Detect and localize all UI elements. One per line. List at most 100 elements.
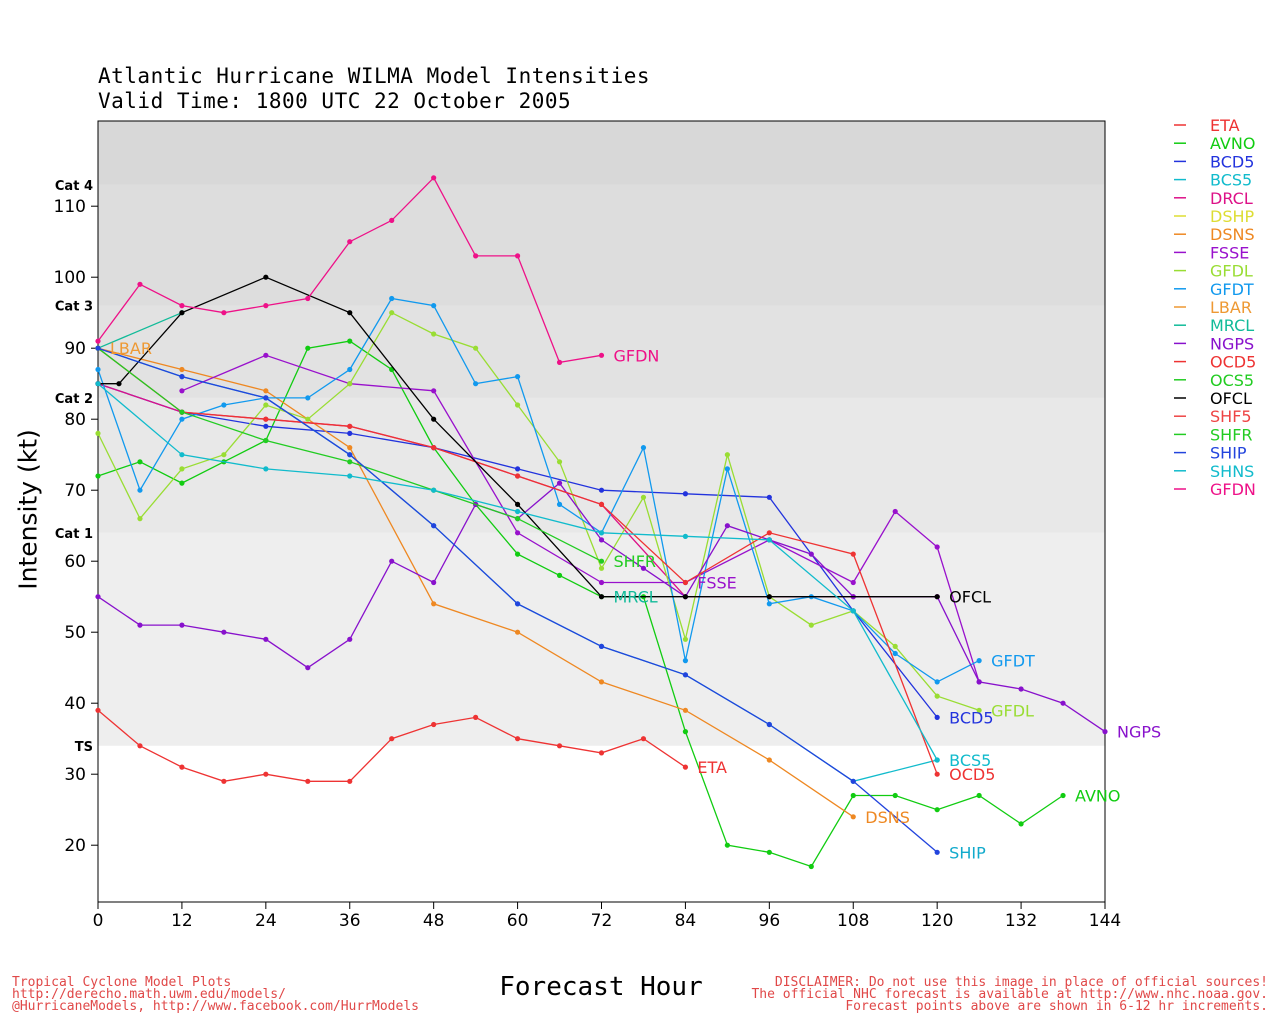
legend-label: DRCL	[1210, 189, 1253, 208]
data-point	[263, 771, 269, 777]
data-point	[934, 679, 940, 685]
legend-label: SHF5	[1210, 407, 1252, 426]
series-end-label: BCS5	[949, 751, 991, 770]
data-point	[347, 366, 353, 373]
data-point	[766, 594, 772, 600]
series-line	[97, 482, 1106, 733]
data-point	[514, 530, 521, 536]
data-point	[598, 579, 605, 586]
data-point	[976, 707, 982, 713]
series-line	[97, 340, 1064, 868]
category-band	[98, 305, 1105, 398]
data-point	[766, 601, 772, 607]
data-point	[263, 352, 269, 358]
data-point	[934, 693, 940, 699]
data-point	[598, 594, 605, 600]
legend-label: BCS5	[1210, 171, 1252, 190]
y-tick-label: 60	[64, 552, 86, 572]
data-point	[724, 523, 730, 529]
data-point	[116, 381, 122, 387]
y-tick-label: 30	[64, 765, 86, 785]
data-point	[598, 750, 605, 756]
data-point	[1060, 700, 1066, 706]
data-point	[598, 679, 605, 685]
data-point	[514, 508, 521, 515]
data-point	[514, 601, 521, 607]
y-axis-label: Intensity (kt)	[13, 429, 43, 590]
data-point	[976, 792, 982, 799]
data-point	[1018, 821, 1024, 827]
data-point	[347, 452, 353, 458]
data-point	[431, 579, 437, 586]
data-point	[556, 480, 563, 486]
legend-label: NGPS	[1210, 334, 1254, 353]
series-end-label: FSSE	[697, 574, 736, 593]
data-point	[766, 494, 772, 500]
x-tick-label: 132	[1005, 911, 1037, 931]
x-tick-label: 72	[591, 911, 613, 931]
data-point	[95, 381, 101, 387]
legend-label: GFDL	[1210, 262, 1253, 281]
data-point	[514, 402, 521, 408]
data-point	[137, 622, 143, 628]
data-point	[598, 487, 605, 493]
data-point	[221, 452, 227, 458]
data-point	[263, 274, 269, 280]
data-point	[514, 736, 521, 742]
legend-label: OCD5	[1210, 353, 1256, 372]
data-point	[808, 863, 814, 870]
series-ship	[95, 345, 940, 855]
series-line	[97, 311, 980, 711]
data-point	[263, 437, 269, 444]
data-point	[724, 466, 730, 472]
data-point	[179, 374, 185, 380]
data-point	[179, 409, 185, 415]
data-point	[431, 487, 437, 493]
data-point	[263, 395, 269, 401]
legend-label: SHIP	[1210, 444, 1247, 463]
data-point	[850, 551, 856, 557]
data-point	[431, 601, 437, 607]
data-point	[514, 473, 521, 479]
data-point	[179, 452, 185, 458]
x-tick-label: 12	[171, 911, 193, 931]
series-end-label: ETA	[697, 758, 727, 777]
y-tick-label: 50	[64, 623, 86, 643]
data-point	[892, 650, 898, 657]
data-point	[892, 508, 898, 515]
data-point	[934, 544, 940, 550]
category-label: TS	[75, 740, 93, 755]
data-point	[263, 402, 269, 408]
category-band	[98, 184, 1105, 306]
footer-credit-line: @HurricaneModels, http://www.facebook.co…	[12, 999, 419, 1014]
data-point	[179, 480, 185, 486]
data-point	[514, 501, 521, 507]
series-end-label: NGPS	[1117, 723, 1161, 742]
data-point	[347, 381, 353, 387]
chart-subtitle: Valid Time: 1800 UTC 22 October 2005	[98, 89, 572, 113]
data-point	[682, 729, 689, 735]
data-point	[347, 310, 353, 316]
data-point	[305, 295, 311, 302]
data-point	[682, 672, 689, 678]
legend-label: FSSE	[1210, 243, 1249, 262]
data-point	[976, 679, 982, 685]
series-line	[97, 347, 854, 818]
data-point	[473, 253, 479, 259]
data-point	[934, 807, 940, 813]
data-point	[850, 792, 856, 799]
data-point	[221, 310, 227, 316]
data-point	[305, 665, 311, 671]
legend-label: GFDT	[1210, 280, 1254, 299]
series-end-label: AVNO	[1075, 787, 1120, 806]
data-point	[514, 629, 521, 635]
data-point	[682, 764, 689, 770]
data-point	[473, 345, 479, 351]
data-point	[682, 491, 689, 497]
data-point	[598, 643, 605, 650]
data-point	[850, 778, 856, 784]
data-point	[389, 736, 395, 742]
y-tick-label: 40	[64, 694, 86, 714]
data-point	[640, 736, 647, 742]
